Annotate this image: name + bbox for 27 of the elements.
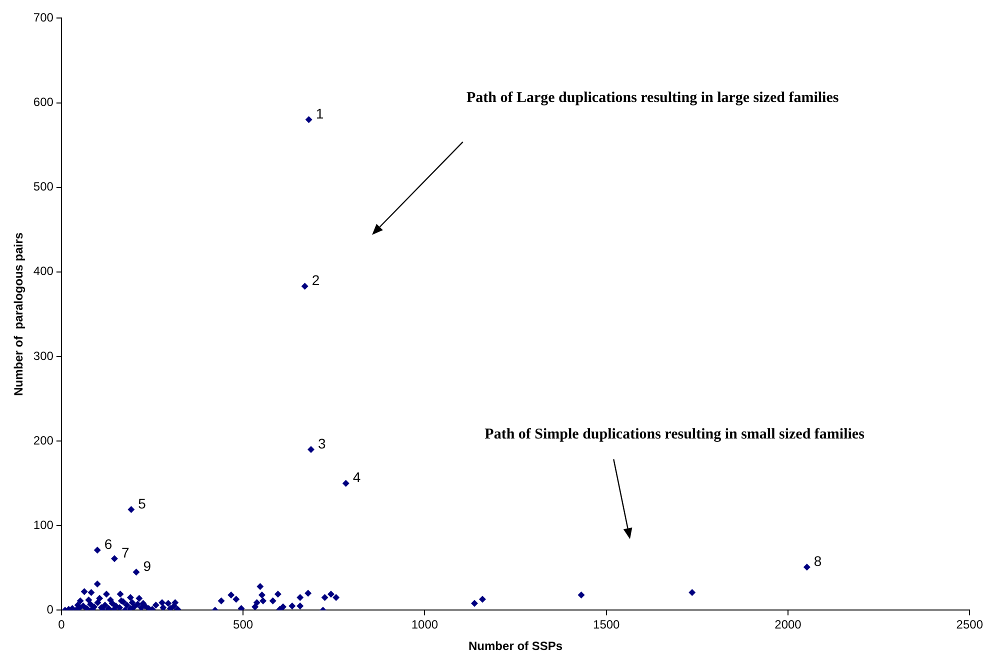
x-tick-label: 1500 bbox=[593, 618, 620, 632]
annotation: Path of Simple duplications resulting in small sized families bbox=[484, 426, 865, 442]
x-axis-title: Number of SSPs bbox=[468, 639, 563, 654]
y-tick-label: 600 bbox=[33, 95, 54, 110]
annotation: 5 bbox=[138, 495, 146, 512]
annotation: 4 bbox=[352, 469, 361, 486]
annotation: 1 bbox=[316, 106, 324, 122]
annotation: 2 bbox=[312, 272, 320, 288]
y-axis-title: Number of paralogous pairs bbox=[12, 232, 26, 396]
annotation: 3 bbox=[318, 435, 326, 452]
y-tick-label: 0 bbox=[46, 602, 54, 617]
x-tick-label: 2000 bbox=[774, 618, 802, 632]
y-tick-label: 700 bbox=[33, 10, 54, 25]
y-tick-label: 400 bbox=[33, 264, 54, 278]
annotation: Path of Large duplications resulting in large sized families bbox=[466, 90, 839, 106]
y-tick-label: 300 bbox=[33, 348, 54, 363]
x-tick-label: 1000 bbox=[411, 618, 438, 632]
x-tick-label: 0 bbox=[58, 618, 66, 632]
x-tick-label: 500 bbox=[233, 618, 254, 632]
annotation: 8 bbox=[814, 552, 822, 569]
y-tick-label: 100 bbox=[33, 518, 54, 532]
annotation: 6 bbox=[104, 536, 112, 552]
x-tick-label: 2500 bbox=[956, 618, 984, 632]
y-tick-label: 500 bbox=[33, 180, 54, 194]
annotation: 7 bbox=[121, 544, 130, 560]
y-tick-label: 200 bbox=[33, 433, 54, 448]
annotation: 9 bbox=[143, 558, 152, 574]
